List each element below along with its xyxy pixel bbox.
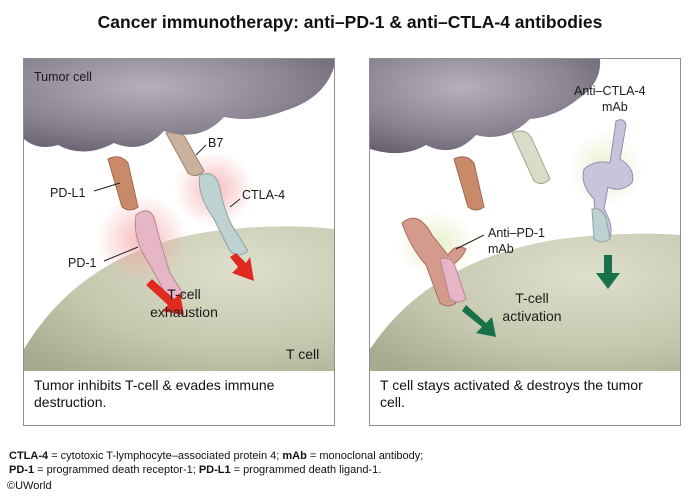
tcell-body-right	[370, 233, 680, 371]
center-label-right-line1: T-cell	[515, 290, 548, 306]
pdl1-label: PD-L1	[50, 186, 85, 200]
figure-title: Cancer immunotherapy: anti–PD-1 & anti–C…	[97, 12, 603, 32]
copyright-notice: ©UWorld	[7, 480, 52, 492]
panel-t-cell-activation: Anti–CTLA-4 mAb Anti–PD-1 mAb T-cell act…	[369, 58, 681, 426]
anti-ctla4-label-line1: Anti–CTLA-4	[574, 84, 646, 98]
b7-leader	[195, 144, 207, 156]
green-arrow-pd1	[462, 305, 496, 337]
pd1-label: PD-1	[68, 256, 97, 270]
pd1-protein-right	[439, 257, 467, 303]
ctla4-leader	[229, 198, 241, 208]
right-caption: T cell stays activated & destroys the tu…	[380, 377, 643, 410]
left-illustration: Tumor cell B7 PD-L1 CTLA-4 PD-1 T-cell e…	[24, 59, 334, 371]
footnote-def: = programmed death receptor-1;	[34, 464, 199, 476]
footnote-line-1: CTLA-4 = cytotoxic T-lymphocyte–associat…	[9, 450, 423, 462]
tumor-cell-right	[370, 59, 601, 154]
center-label-line2: exhaustion	[150, 304, 218, 320]
pdl1-protein-right	[453, 156, 485, 211]
anti-pd1-label-line2: mAb	[488, 242, 514, 256]
center-label-line1: T-cell	[167, 286, 200, 302]
b7-label: B7	[208, 136, 223, 150]
panel-tumor-inhibition: Tumor cell B7 PD-L1 CTLA-4 PD-1 T-cell e…	[23, 58, 335, 426]
footnote-term: CTLA-4	[9, 450, 49, 462]
footnote-def: = cytotoxic T-lymphocyte–associated prot…	[48, 450, 283, 462]
footnote-term: mAb	[282, 450, 307, 462]
tcell-label: T cell	[286, 346, 319, 362]
pdl1-protein	[107, 156, 139, 211]
ctla4-protein-right	[591, 208, 611, 243]
ctla4-label: CTLA-4	[242, 188, 285, 202]
right-illustration: Anti–CTLA-4 mAb Anti–PD-1 mAb T-cell act…	[370, 59, 680, 371]
left-caption: Tumor inhibits T-cell & evades immune de…	[34, 377, 275, 410]
red-arrow-pd1	[146, 279, 184, 315]
center-label-right-line2: activation	[502, 308, 561, 324]
footnote-term: PD-1	[9, 464, 35, 476]
anti-pd1-leader	[455, 234, 485, 250]
anti-pd1-mab	[401, 217, 467, 307]
pd1-leader	[103, 246, 139, 262]
footnote-term: PD-L1	[198, 464, 231, 476]
ctla4-protein	[198, 173, 249, 256]
red-arrow-ctla4	[230, 253, 254, 281]
anti-pd1-label-line1: Anti–PD-1	[488, 226, 545, 240]
green-arrow-ctla4	[596, 255, 620, 289]
footnote-def: = monoclonal antibody;	[306, 450, 424, 462]
footnote-line-2: PD-1 = programmed death receptor-1; PD-L…	[9, 464, 381, 476]
pd1-protein	[134, 210, 185, 300]
b7-protein-right	[511, 130, 551, 185]
anti-ctla4-label-line2: mAb	[602, 100, 628, 114]
pdl1-leader	[93, 182, 121, 192]
tumor-cell-label: Tumor cell	[34, 70, 92, 84]
tumor-cell	[24, 59, 334, 152]
footnote-def: = programmed death ligand-1.	[230, 464, 382, 476]
